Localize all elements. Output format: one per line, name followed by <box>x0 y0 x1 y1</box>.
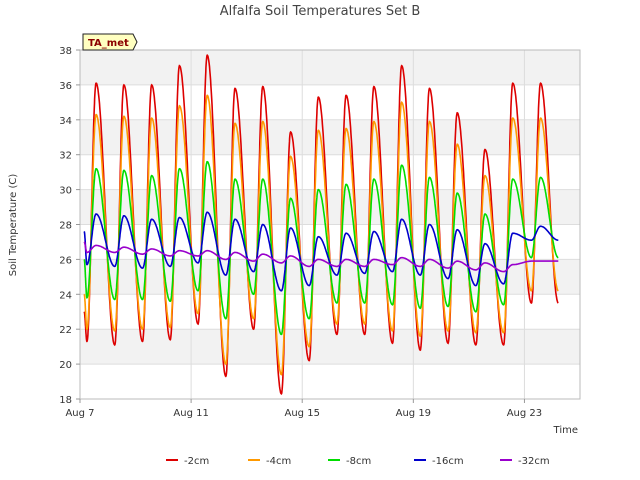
plot-band <box>80 364 580 399</box>
y-axis-label: Soil Temperature (C) <box>8 174 19 277</box>
legend: -2cm -4cm -8cm -16cm -32cm <box>166 456 550 467</box>
series-line-minus-16cm <box>83 211 559 292</box>
plot-band <box>80 189 580 225</box>
y-tick-label: 36 <box>59 81 72 92</box>
series-lines <box>83 53 559 395</box>
y-tick-label: 26 <box>59 255 72 266</box>
plot-band <box>80 294 580 330</box>
plot-band <box>80 154 580 190</box>
x-tick-label: Aug 23 <box>507 408 542 419</box>
station-badge: TA_met <box>82 33 138 51</box>
badge-label: TA_met <box>88 38 129 49</box>
legend-label: -4cm <box>266 456 291 467</box>
series-line-minus-32cm <box>83 241 559 273</box>
legend-label: -32cm <box>518 456 550 467</box>
legend-label: -8cm <box>346 456 371 467</box>
badge-box <box>82 33 138 51</box>
y-tick-label: 32 <box>59 151 72 162</box>
y-tick-label: 34 <box>59 116 72 127</box>
y-tick-label: 20 <box>59 360 72 371</box>
y-tick-label: 30 <box>59 186 72 197</box>
x-tick-label: Aug 15 <box>285 408 320 419</box>
x-axis-ticks: Aug 7 Aug 11 Aug 15 Aug 19 Aug 23 <box>65 399 542 419</box>
x-tick-label: Aug 11 <box>173 408 208 419</box>
plot-band <box>80 84 580 120</box>
y-tick-label: 22 <box>59 325 72 336</box>
y-tick-label: 18 <box>59 395 72 406</box>
plot-band <box>80 50 580 85</box>
x-axis-label: Time <box>553 425 578 436</box>
plot-band <box>80 329 580 365</box>
chart-title: Alfalfa Soil Temperatures Set B <box>220 4 421 19</box>
x-tick-label: Aug 19 <box>396 408 431 419</box>
legend-label: -16cm <box>432 456 464 467</box>
y-tick-label: 24 <box>59 290 72 301</box>
legend-label: -2cm <box>184 456 209 467</box>
y-axis-ticks: 18 20 22 24 26 28 30 32 34 36 38 <box>59 46 80 406</box>
x-tick-label: Aug 7 <box>65 408 94 419</box>
y-tick-label: 38 <box>59 46 72 57</box>
series-line-minus-4cm <box>83 94 559 376</box>
series-line-minus-8cm <box>83 160 559 336</box>
plot-band <box>80 119 580 155</box>
y-tick-label: 28 <box>59 221 72 232</box>
